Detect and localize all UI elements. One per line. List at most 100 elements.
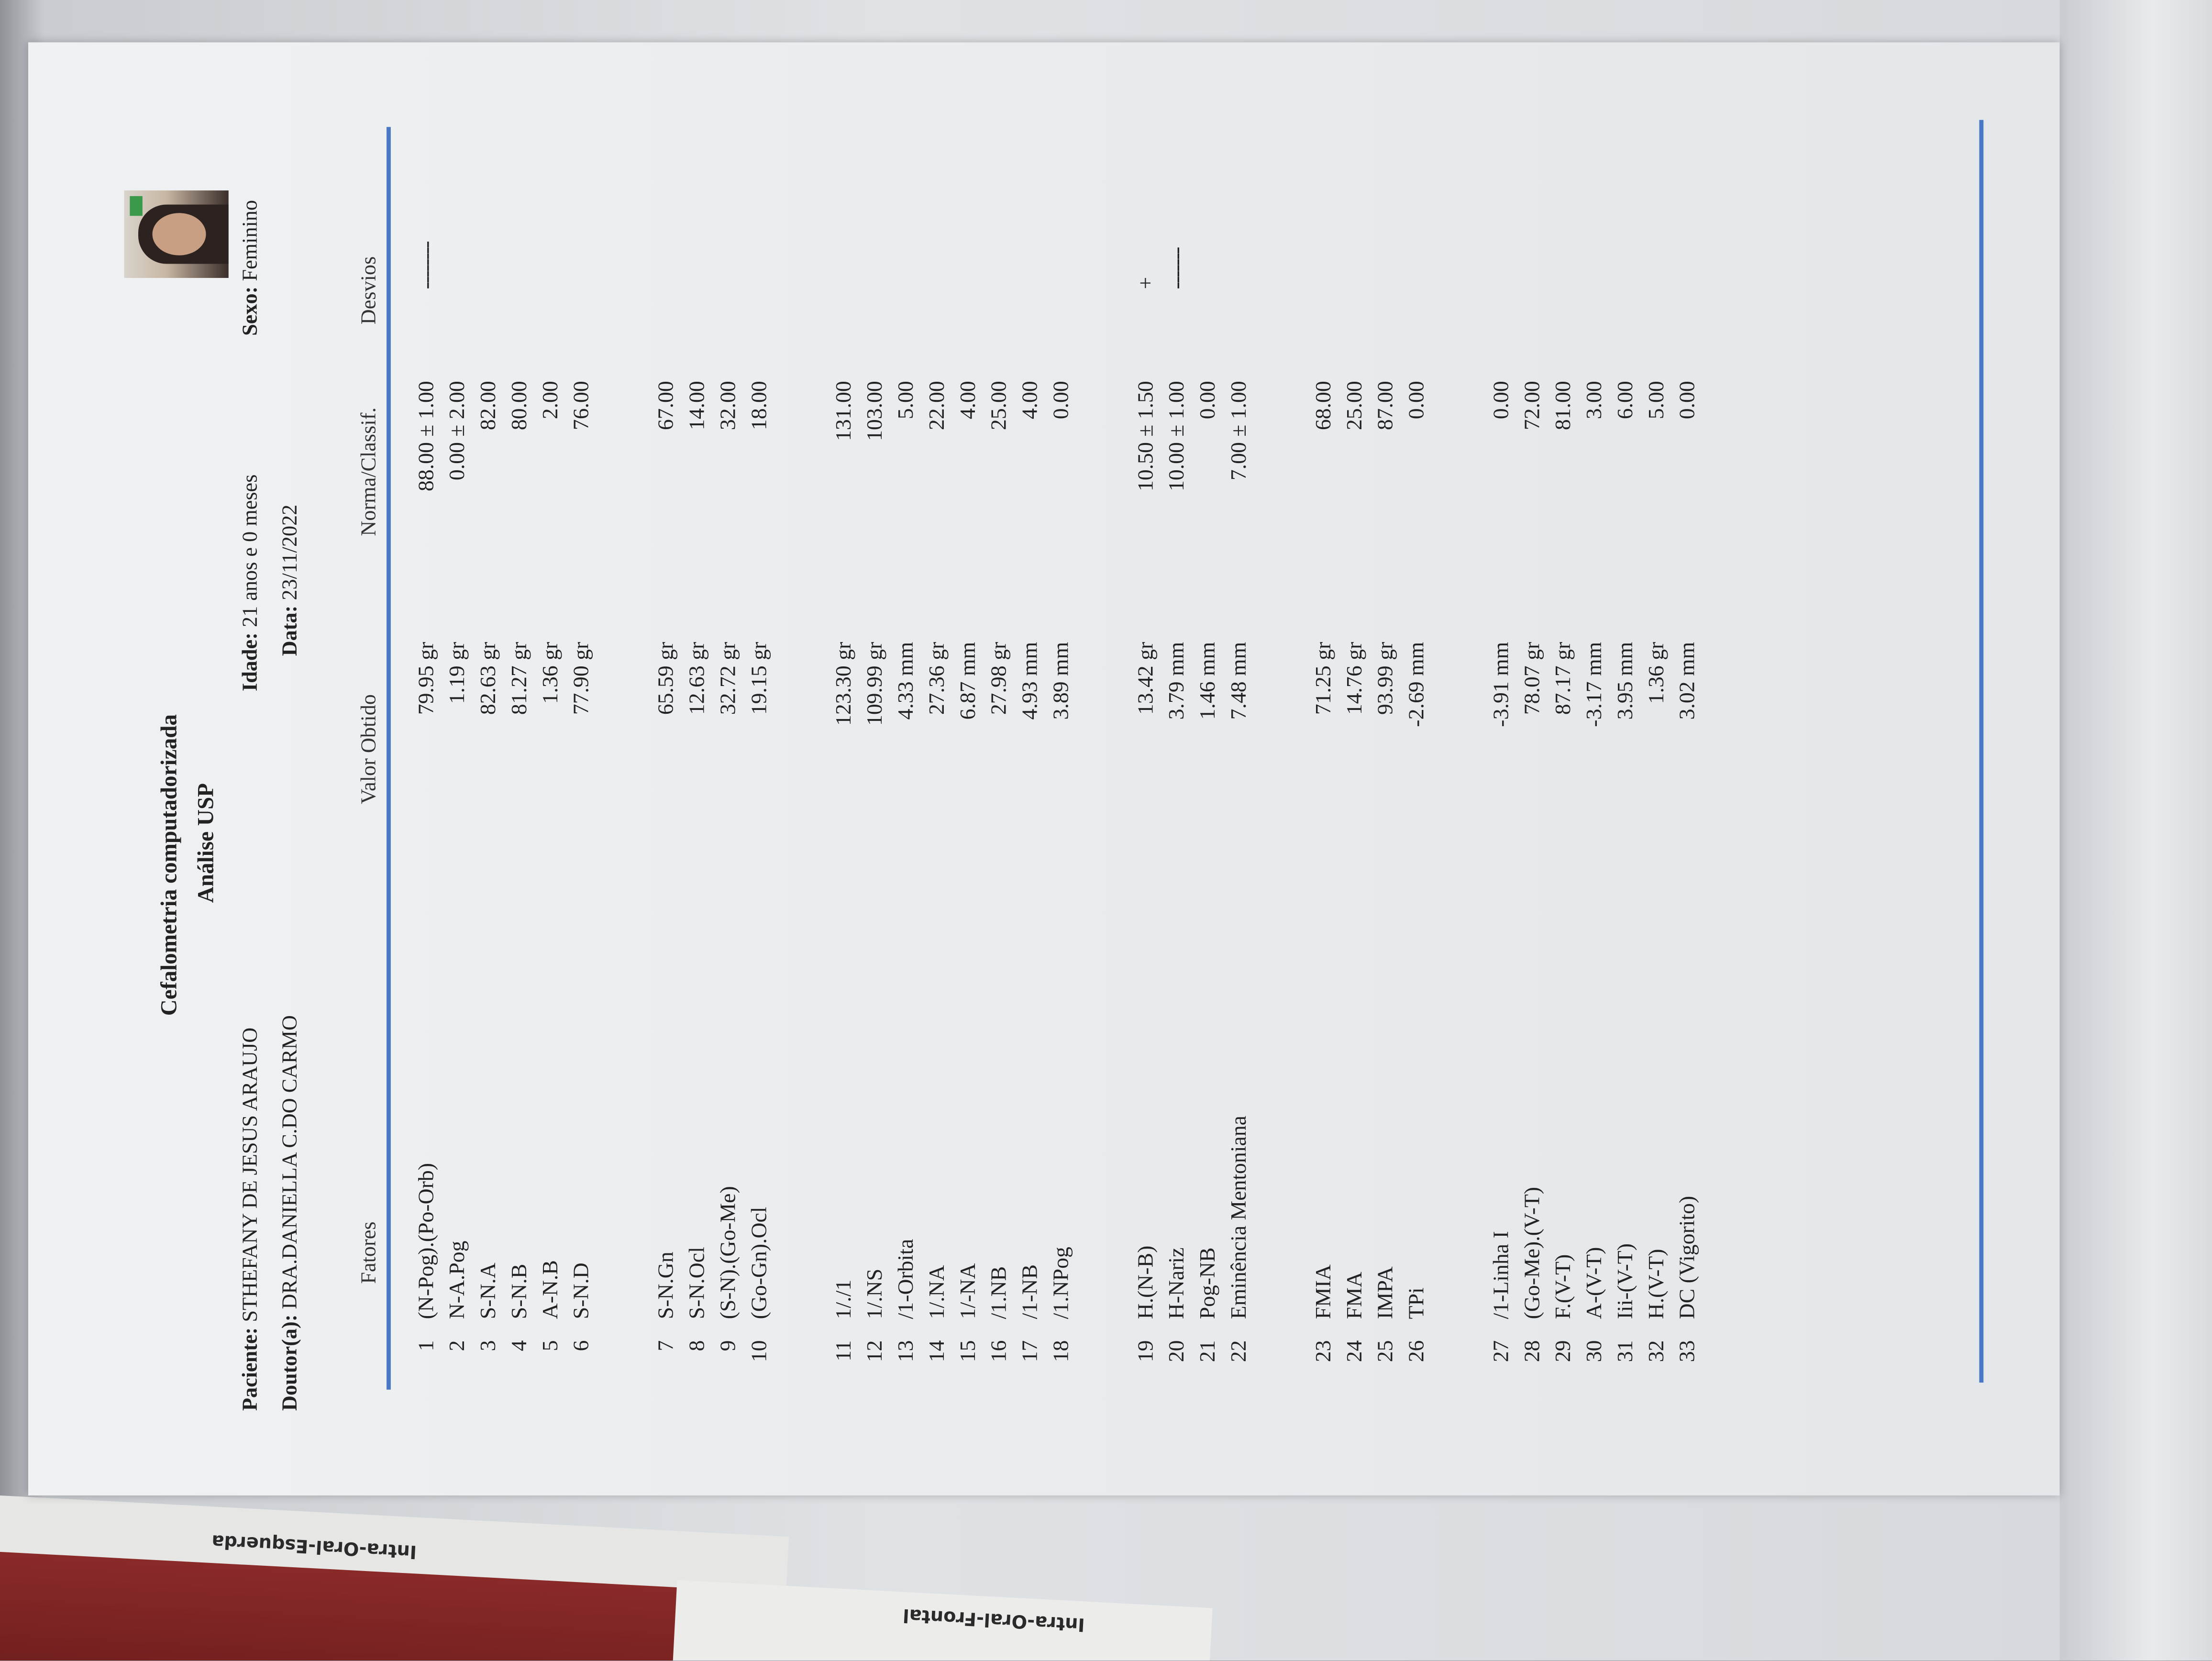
obtained-value: 3.95 mm (1614, 642, 1638, 720)
deviation-mark: -------- (415, 242, 439, 289)
norm-value: 103.00 (863, 381, 887, 441)
row-number: 24 (1343, 1340, 1367, 1362)
factor-name: H.(N-B) (1134, 1245, 1159, 1319)
factor-name: (N-Pog).(Po-Orb) (415, 1163, 439, 1319)
factor-name: H-Nariz (1165, 1247, 1190, 1319)
factor-name: S-N.D (570, 1262, 594, 1319)
table-row: 17/1-NB 4.93 mm 4.00 (1016, 42, 1047, 1495)
obtained-value: 27.98 gr (987, 642, 1012, 715)
factor-name: TPi (1405, 1287, 1429, 1319)
obtained-value: 1.36 gr (539, 642, 563, 704)
factor-group: 7 S-N.Gn 65.59 gr 67.00 8 S-N.Ocl 12.63 gr 14.0… (652, 42, 776, 1495)
table-row: 27/1-Linha I -3.91 mm 0.00 (1487, 42, 1518, 1495)
col-header-value: Valor Obtido (358, 694, 381, 804)
age-label: Idade: (240, 632, 263, 692)
row-number: 16 (987, 1340, 1012, 1362)
norm-value: 22.00 (925, 381, 950, 431)
norm-value: 2.00 (539, 381, 563, 420)
norm-value: 87.00 (1374, 381, 1398, 431)
norm-value: 0.00 (1196, 381, 1220, 420)
row-number: 21 (1196, 1340, 1220, 1362)
table-row: 6 S-N.D 77.90 gr 76.00 (567, 42, 598, 1495)
age-value: 21 anos e 0 meses (240, 474, 263, 628)
table-row: 7 S-N.Gn 65.59 gr 67.00 (652, 42, 683, 1495)
norm-value: 4.00 (956, 381, 981, 420)
norm-value: 88.00 ± 1.00 (415, 381, 439, 492)
factor-name: 1/-NA (956, 1263, 981, 1319)
row-number: 14 (925, 1340, 950, 1362)
obtained-value: 27.36 gr (925, 642, 950, 715)
factor-name: /1-Linha I (1490, 1231, 1514, 1319)
sex-label: Sexo: (240, 286, 263, 336)
factor-name: Pog-NB (1196, 1247, 1220, 1319)
factor-name: A-N.B (539, 1260, 563, 1319)
obtained-value: -3.91 mm (1490, 642, 1514, 727)
factor-group: 11 1/./1 123.30 gr 131.00 12 1/.NS 109.99 gr 10… (830, 42, 1078, 1495)
table-row: 1 (N-Pog).(Po-Orb) 79.95 gr 88.00 ± 1.00 ---… (412, 42, 443, 1495)
age-line: Idade: 21 anos e 0 meses (240, 475, 264, 691)
norm-value: 6.00 (1614, 381, 1638, 420)
table-row: 21 Pog-NB 1.46 mm 0.00 (1194, 42, 1225, 1495)
row-number: 22 (1227, 1340, 1251, 1362)
obtained-value: 1.46 mm (1196, 642, 1220, 720)
row-number: 9 (717, 1340, 741, 1351)
table-row: 4 S-N.B 81.27 gr 80.00 (505, 42, 536, 1495)
report-subtitle: Análise USP (194, 783, 219, 903)
table-row: 3 S-N.A 82.63 gr 82.00 (474, 42, 505, 1495)
factor-name: /1-NB (1018, 1264, 1043, 1319)
header-rule (387, 127, 391, 1390)
doctor-name: DRA.DANIELLA C.DO CARMO (279, 1015, 302, 1309)
row-number: 7 (654, 1340, 679, 1351)
patient-name: STHEFANY DE JESUS ARAUJO (240, 1027, 263, 1322)
table-row: 19 H.(N-B) 13.42 gr 10.50 ± 1.50 + (1131, 42, 1162, 1495)
norm-value: 10.50 ± 1.50 (1134, 381, 1159, 492)
norm-value: 68.00 (1312, 381, 1336, 431)
factor-name: FMIA (1312, 1264, 1336, 1319)
norm-value: 0.00 (1490, 381, 1514, 420)
table-row: 22 Eminência Mentoniana 7.48 mm 7.00 ± 1.00 (1225, 42, 1256, 1495)
row-number: 25 (1374, 1340, 1398, 1362)
obtained-value: 12.63 gr (686, 642, 710, 715)
row-number: 29 (1551, 1340, 1576, 1362)
obtained-value: 3.02 mm (1676, 642, 1700, 720)
norm-value: 67.00 (654, 381, 679, 431)
row-number: 6 (570, 1340, 594, 1351)
row-number: 17 (1018, 1340, 1043, 1362)
table-row: 26 TPi -2.69 mm 0.00 (1402, 42, 1433, 1495)
factor-name: (Go-Gn).Ocl (747, 1207, 772, 1319)
norm-value: 7.00 ± 1.00 (1227, 381, 1251, 481)
obtained-value: 71.25 gr (1312, 642, 1336, 715)
col-header-norm: Norma/Classif. (358, 407, 381, 536)
table-row: 5 A-N.B 1.36 gr 2.00 (536, 42, 567, 1495)
norm-value: 25.00 (1343, 381, 1367, 431)
date-line: Data: 23/11/2022 (279, 505, 303, 656)
obtained-value: 6.87 mm (956, 642, 981, 720)
factor-name: S-N.Gn (654, 1251, 679, 1319)
factor-name: F.(V-T) (1551, 1254, 1576, 1319)
norm-value: 5.00 (1645, 381, 1669, 420)
row-number: 3 (476, 1340, 501, 1351)
table-row: 9 (S-N).(Go-Me) 32.72 gr 32.00 (714, 42, 745, 1495)
table-row: 28 (Go-Me).(V-T) 78.07 gr 72.00 (1518, 42, 1549, 1495)
obtained-value: 81.27 gr (508, 642, 532, 715)
obtained-value: 32.72 gr (717, 642, 741, 715)
norm-value: 0.00 (1676, 381, 1700, 420)
footer-rule (1979, 120, 1984, 1383)
date-value: 23/11/2022 (279, 504, 302, 600)
table-row: 14 1/.NA 27.36 gr 22.00 (923, 42, 954, 1495)
table-row: 31 Iii-(V-T) 3.95 mm 6.00 (1611, 42, 1642, 1495)
factors-table: 1 (N-Pog).(Po-Orb) 79.95 gr 88.00 ± 1.00 ---… (412, 42, 1758, 1495)
obtained-value: 79.95 gr (415, 642, 439, 715)
row-number: 28 (1521, 1340, 1545, 1362)
factor-name: S-N.A (476, 1262, 501, 1319)
norm-value: 10.00 ± 1.00 (1165, 381, 1190, 492)
row-number: 23 (1312, 1340, 1336, 1362)
row-number: 13 (894, 1340, 918, 1362)
table-row: 16/1.NB 27.98 gr 25.00 (984, 42, 1016, 1495)
factor-group: 1 (N-Pog).(Po-Orb) 79.95 gr 88.00 ± 1.00 ---… (412, 42, 598, 1495)
doctor-line: Doutor(a): DRA.DANIELLA C.DO CARMO (279, 1015, 303, 1411)
obtained-value: 1.36 gr (1645, 642, 1669, 704)
table-row: 25 IMPA 93.99 gr 87.00 (1371, 42, 1402, 1495)
factor-name: /1.NB (987, 1266, 1012, 1319)
